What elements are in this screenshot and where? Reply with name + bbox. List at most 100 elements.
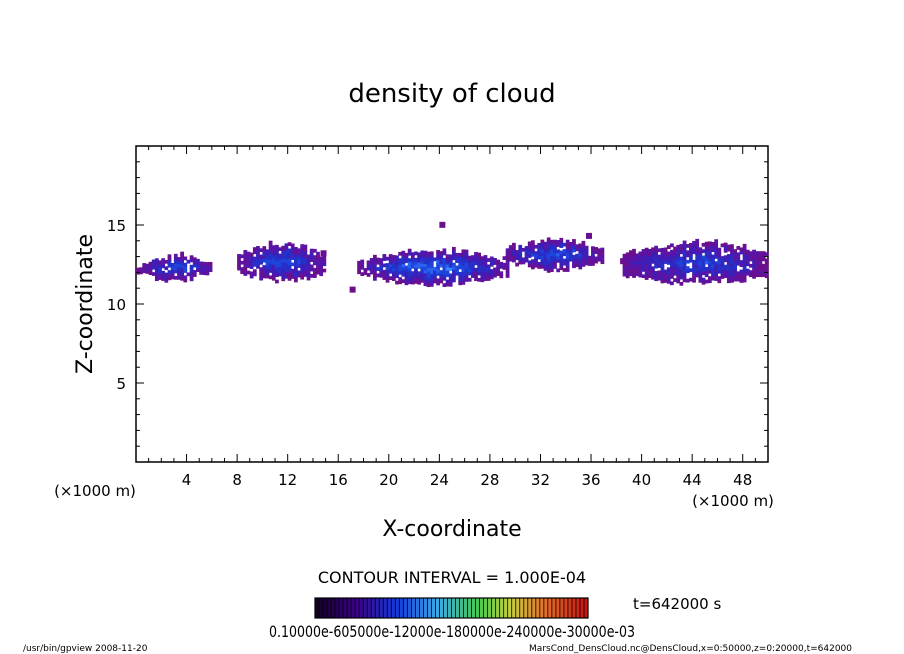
density-cell xyxy=(170,275,175,280)
density-cell xyxy=(505,274,510,278)
density-cell xyxy=(306,267,311,271)
density-cell xyxy=(670,256,674,260)
density-cell xyxy=(717,260,722,265)
density-cell xyxy=(180,257,184,262)
density-cell xyxy=(651,250,655,255)
density-cell xyxy=(489,256,494,261)
density-cell xyxy=(676,257,681,262)
density-cell xyxy=(429,276,434,281)
density-cell xyxy=(256,252,260,257)
density-cell xyxy=(483,261,488,266)
contour-interval-label: CONTOUR INTERVAL = 1.000E-04 xyxy=(318,568,586,587)
density-cell xyxy=(666,261,671,265)
density-cell xyxy=(284,249,289,254)
density-cell xyxy=(685,244,690,248)
density-cell xyxy=(739,272,744,277)
density-cell xyxy=(559,266,564,271)
density-cell xyxy=(581,259,586,264)
density-cell xyxy=(379,267,384,272)
density-cell xyxy=(489,272,494,277)
density-cell xyxy=(701,265,706,269)
density-cell xyxy=(752,259,756,263)
density-cell xyxy=(505,257,510,262)
density-cell xyxy=(711,264,715,268)
density-cell xyxy=(297,257,301,262)
density-cell xyxy=(429,264,434,268)
density-cell xyxy=(177,272,181,277)
density-cell xyxy=(300,259,305,264)
density-cell xyxy=(442,270,447,275)
density-cell xyxy=(316,251,320,256)
density-cell xyxy=(410,277,415,282)
density-cell xyxy=(458,252,463,257)
density-cell xyxy=(271,276,276,281)
density-cell xyxy=(420,256,425,261)
density-cell xyxy=(657,276,662,281)
density-cell xyxy=(524,252,529,257)
density-cell xyxy=(562,249,567,253)
density-cell xyxy=(711,276,715,281)
density-cell xyxy=(388,266,393,271)
density-cell xyxy=(477,265,482,270)
density-cell xyxy=(366,260,371,265)
density-cell xyxy=(426,251,431,256)
density-cell xyxy=(723,248,728,253)
density-cell xyxy=(666,270,671,275)
density-cell xyxy=(467,277,472,282)
density-cell xyxy=(464,265,469,270)
colorbar-cell xyxy=(575,598,580,618)
density-cell xyxy=(534,244,538,249)
density-cell xyxy=(426,273,431,278)
density-cell xyxy=(717,266,722,271)
density-cell xyxy=(654,252,658,256)
density-cell xyxy=(698,266,703,271)
density-cell xyxy=(259,248,263,253)
density-cell xyxy=(407,251,412,256)
density-cell xyxy=(452,275,456,280)
density-cell xyxy=(287,242,292,246)
density-cell xyxy=(704,241,709,246)
density-cell xyxy=(584,255,589,260)
density-cell xyxy=(151,259,156,264)
density-cell xyxy=(420,259,425,264)
density-cell xyxy=(546,240,551,245)
density-cell xyxy=(679,281,684,286)
density-cell xyxy=(505,254,510,259)
density-cell xyxy=(726,254,731,258)
density-cell xyxy=(717,263,722,268)
density-cell xyxy=(458,259,463,264)
density-cell xyxy=(480,265,485,270)
density-cell xyxy=(489,262,494,267)
density-cell xyxy=(192,260,197,265)
density-cell xyxy=(177,257,181,261)
density-cell xyxy=(470,267,475,272)
density-cell xyxy=(192,257,197,262)
axis-ticks xyxy=(136,146,768,462)
density-cell xyxy=(464,249,469,254)
colorbar-cell xyxy=(399,598,404,618)
density-cell xyxy=(584,258,589,263)
density-cell xyxy=(294,272,298,277)
density-cell xyxy=(489,259,494,264)
density-cell xyxy=(651,247,655,252)
density-cell xyxy=(448,263,453,268)
density-cell xyxy=(426,267,431,272)
density-cell xyxy=(549,265,554,269)
density-cell xyxy=(423,279,428,283)
density-cell xyxy=(663,275,668,280)
density-cell xyxy=(268,269,273,273)
density-cell xyxy=(275,257,279,262)
density-cell xyxy=(752,252,756,257)
density-cell xyxy=(635,256,640,261)
density-cell xyxy=(243,268,248,273)
density-cell xyxy=(559,256,564,261)
density-cell xyxy=(676,254,681,259)
density-cell xyxy=(262,265,267,269)
density-cell xyxy=(300,247,305,252)
density-cell xyxy=(379,258,384,262)
density-cell xyxy=(237,266,241,271)
density-cell xyxy=(600,250,605,255)
density-cell xyxy=(537,261,542,266)
density-cell xyxy=(549,249,554,254)
density-cell xyxy=(170,262,175,267)
